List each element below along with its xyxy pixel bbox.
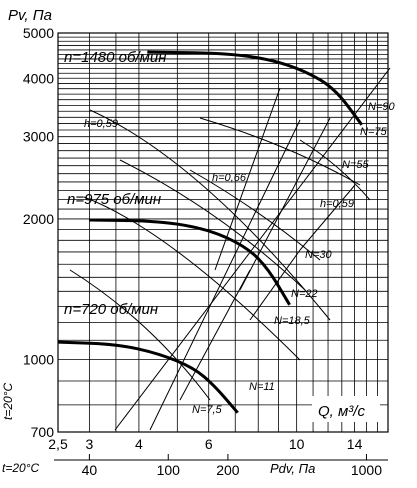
main-curves xyxy=(57,50,364,414)
y-tick-label: 2000 xyxy=(23,211,54,227)
series-label: n=720 об/мин xyxy=(64,301,158,318)
efficiency-curve xyxy=(89,109,331,321)
efficiency-curve xyxy=(299,139,371,201)
system-line xyxy=(239,117,331,291)
power-label: N=18,5 xyxy=(274,315,311,327)
curve-labels: h=0,59 h=0,66 h=0,59 N=90 N=75 N=55 N=30… xyxy=(64,49,395,416)
y-tick-label: 700 xyxy=(31,424,55,440)
power-label: N=75 xyxy=(360,126,387,138)
x-tick-label: 6 xyxy=(205,436,213,452)
power-label: N=22 xyxy=(291,288,318,300)
data-curves xyxy=(69,67,391,431)
system-line xyxy=(214,87,281,271)
x2-axis-title: Pdv, Па xyxy=(270,461,315,476)
y-tick-label: 1000 xyxy=(23,352,54,368)
pdv-tick-label: 100 xyxy=(157,462,181,478)
y-tick-label: 5000 xyxy=(23,25,54,41)
power-label: N=30 xyxy=(305,249,332,261)
efficiency-label: h=0,59 xyxy=(320,198,354,210)
tick-labels: 700 1000 2000 3000 4000 5000 2,5 3 4 6 10 14 40 100 20… xyxy=(23,25,382,478)
x-tick-label: 3 xyxy=(85,436,93,452)
y-tick-label: 4000 xyxy=(23,70,54,86)
x-tick-label: 10 xyxy=(289,436,305,452)
performance-curve xyxy=(147,50,364,126)
series-label: n=1480 об/мин xyxy=(64,49,166,66)
pdv-tick-label: 40 xyxy=(82,462,98,478)
grid-lines xyxy=(54,32,389,461)
series-label: n=975 об/мин xyxy=(67,191,161,208)
temperature-label-left: t=20°C xyxy=(1,383,15,420)
x-tick-label: 4 xyxy=(135,436,143,452)
power-label: N=55 xyxy=(342,159,369,171)
y-axis-title: Pv, Па xyxy=(8,7,52,24)
efficiency-curve xyxy=(69,269,211,401)
power-label: N=90 xyxy=(368,101,395,113)
system-line xyxy=(299,184,356,251)
efficiency-curve xyxy=(189,169,321,261)
efficiency-label: h=0,59 xyxy=(84,118,118,130)
efficiency-label: h=0,66 xyxy=(212,172,247,184)
x-tick-label: 14 xyxy=(347,436,363,452)
performance-curve xyxy=(57,340,239,414)
efficiency-curve xyxy=(83,196,301,361)
efficiency-curve xyxy=(199,117,361,186)
y-tick-label: 3000 xyxy=(23,129,54,145)
pdv-tick-label: 200 xyxy=(216,462,240,478)
power-label: N=11 xyxy=(249,381,275,393)
temperature-label-bottom: t=20°C xyxy=(2,461,39,475)
system-line xyxy=(249,249,301,321)
performance-curve xyxy=(89,218,291,306)
system-line xyxy=(149,119,301,431)
x-tick-label: 2,5 xyxy=(48,436,68,452)
x-axis-title: Q, м³/с xyxy=(318,403,365,420)
efficiency-curve xyxy=(119,159,306,291)
power-label: N=7,5 xyxy=(192,404,223,416)
system-line xyxy=(114,67,391,431)
axis-titles: Pv, Па Q, м³/с Pdv, Па t=20°C t=20°C xyxy=(1,7,380,476)
system-line xyxy=(179,269,251,401)
pdv-tick-label: 1000 xyxy=(351,462,382,478)
